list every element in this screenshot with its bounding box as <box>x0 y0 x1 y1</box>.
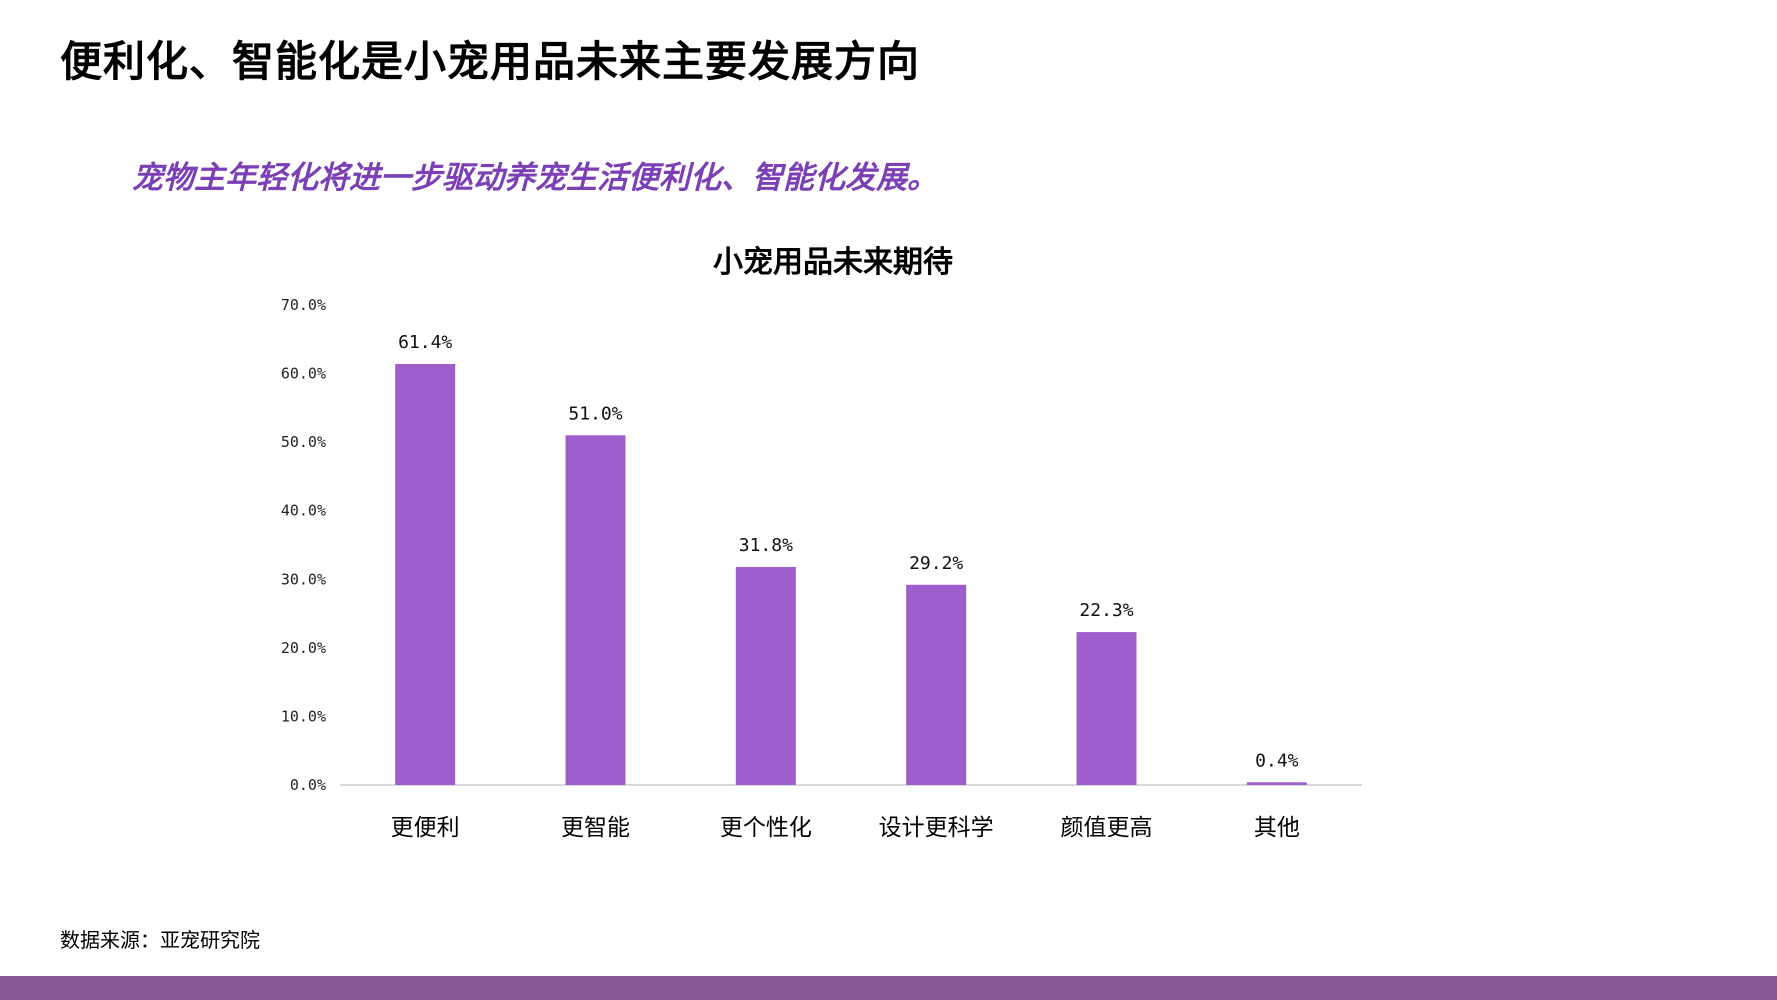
bottom-band <box>0 976 1777 1000</box>
y-tick-label: 70.0% <box>281 296 326 314</box>
category-labels: 更便利 更智能 更个性化 设计更科学 颜值更高 其他 <box>391 815 1300 841</box>
data-labels: 61.4% 51.0% 31.8% 29.2% 22.3% 0.4% <box>398 332 1299 771</box>
data-label: 31.8% <box>739 535 793 556</box>
data-label: 0.4% <box>1255 750 1299 771</box>
data-source: 数据来源：亚宠研究院 <box>60 928 260 952</box>
bar <box>735 566 796 785</box>
y-axis-ticks: 0.0% 10.0% 20.0% 30.0% 40.0% 50.0% 60.0% 70.0% <box>281 296 326 794</box>
y-tick-label: 50.0% <box>281 433 326 451</box>
chart-title: 小宠用品未来期待 <box>713 245 953 280</box>
y-tick-label: 10.0% <box>281 707 326 725</box>
data-label: 29.2% <box>909 553 963 574</box>
bar <box>1076 632 1137 785</box>
data-label: 22.3% <box>1079 600 1133 621</box>
y-tick-label: 30.0% <box>281 570 326 588</box>
page-title: 便利化、智能化是小宠用品未来主要发展方向 <box>60 37 921 86</box>
y-tick-label: 20.0% <box>281 639 326 657</box>
category-label: 更便利 <box>391 815 460 841</box>
data-label: 61.4% <box>398 332 452 353</box>
category-label: 其他 <box>1254 815 1300 841</box>
data-label: 51.0% <box>568 403 622 424</box>
category-label: 设计更科学 <box>879 815 994 841</box>
category-label: 更智能 <box>561 815 630 841</box>
y-tick-label: 60.0% <box>281 365 326 383</box>
y-tick-label: 0.0% <box>290 776 326 794</box>
bar <box>395 363 456 785</box>
page-subtitle: 宠物主年轻化将进一步驱动养宠生活便利化、智能化发展。 <box>132 160 938 196</box>
bar <box>565 435 626 785</box>
bars <box>395 363 1307 785</box>
y-tick-label: 40.0% <box>281 502 326 520</box>
category-label: 更个性化 <box>720 815 812 841</box>
bar <box>906 584 967 785</box>
bar <box>1246 782 1307 785</box>
category-label: 颜值更高 <box>1061 815 1153 841</box>
